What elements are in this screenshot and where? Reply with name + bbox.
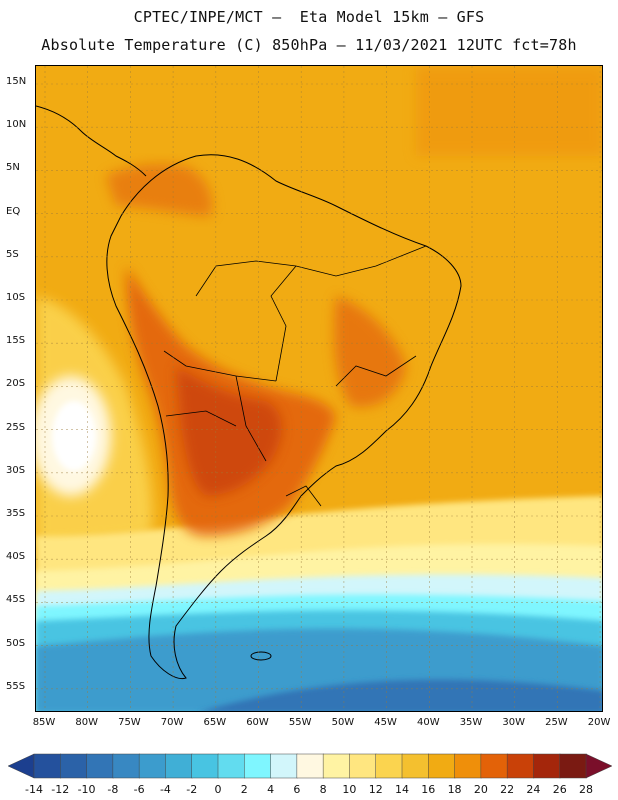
lat-label: 5N <box>6 162 20 174</box>
colorbar-bin <box>165 753 193 779</box>
colorbar-bin <box>533 753 561 779</box>
lon-label: 50W <box>331 717 355 728</box>
colorbar-tick-label: 22 <box>500 783 515 796</box>
temperature-map <box>35 65 603 712</box>
colorbar-tick-label: 6 <box>293 783 301 796</box>
continent-outline <box>106 154 462 680</box>
lon-label: 25W <box>545 717 568 728</box>
colorbar-tick-label: -8 <box>107 783 119 796</box>
colorbar-bin <box>480 753 508 779</box>
colorbar-tick-label: -2 <box>186 783 198 796</box>
lon-label: 80W <box>75 717 98 728</box>
lat-label: 25S <box>6 421 26 433</box>
colorbar-bin <box>322 753 351 779</box>
lon-label: 55W <box>288 717 312 728</box>
colorbar-arrow-low <box>8 753 35 779</box>
colorbar-bin <box>375 753 403 779</box>
colorbar-tick-label: 4 <box>267 783 275 796</box>
lon-label: 85W <box>32 717 56 728</box>
lat-label: EQ <box>6 205 21 217</box>
lat-label: 40S <box>6 551 26 563</box>
lat-label: 45S <box>6 594 26 606</box>
colorbar-tick-label: -6 <box>133 783 145 796</box>
lat-label: 10N <box>6 119 27 131</box>
lat-label: 5S <box>6 248 19 260</box>
colorbar-bin <box>86 753 114 779</box>
lat-label: 35S <box>6 508 26 519</box>
colorbar-arrow-high <box>585 753 612 779</box>
colorbar-bin <box>217 753 246 779</box>
colorbar-tick-label: 24 <box>526 783 541 796</box>
colorbar-bin <box>349 753 377 779</box>
lat-label: 55S <box>6 680 26 692</box>
colorbar-bin <box>33 753 62 779</box>
colorbar-tick-label: 18 <box>447 783 462 796</box>
falklands-island <box>250 651 272 661</box>
central-america-outline <box>36 105 147 177</box>
lon-label: 70W <box>160 717 184 728</box>
colorbar-tick-label: -14 <box>25 783 43 796</box>
lon-label: 35W <box>459 717 483 728</box>
colorbar-bin <box>244 753 272 779</box>
colorbar-bin <box>270 753 298 779</box>
colorbar-bin <box>296 753 324 779</box>
colorbar-bin <box>112 753 140 779</box>
colorbar-bin <box>138 753 167 779</box>
colorbar-tick-label: 16 <box>421 783 436 796</box>
lat-label: 50S <box>6 637 26 649</box>
colorbar-tick-label: 0 <box>214 783 222 796</box>
colorbar-tick-label: 20 <box>473 783 488 796</box>
colorbar-tick-label: 14 <box>395 783 409 796</box>
lat-label: 10S <box>6 292 26 303</box>
colorbar-tick-label: 10 <box>342 783 357 796</box>
colorbar-tick-label: -10 <box>77 783 96 796</box>
chart-subtitle: Absolute Temperature (C) 850hPa – 11/03/… <box>41 36 577 54</box>
colorbar-tick-label: -4 <box>159 783 171 796</box>
colorbar-bin <box>559 753 587 779</box>
lon-label: 75W <box>118 717 141 728</box>
colorbar-tick-label: 28 <box>579 783 593 796</box>
colorbar-tick-label: 2 <box>240 783 248 796</box>
lat-label: 15N <box>6 76 27 87</box>
lon-label: 65W <box>203 717 227 728</box>
lat-label: 15S <box>6 335 26 347</box>
colorbar-bin <box>191 753 219 779</box>
lon-label: 60W <box>246 717 269 728</box>
colorbar-bin <box>454 753 482 779</box>
colorbar-tick-label: 8 <box>319 783 327 796</box>
map-canvas <box>36 66 602 711</box>
colorbar-bin <box>428 753 456 779</box>
colorbar-tick-label: 12 <box>368 783 383 796</box>
lon-label: 45W <box>374 717 397 728</box>
colorbar-bin <box>60 753 88 779</box>
lon-label: 20W <box>587 717 611 728</box>
lat-label: 20S <box>6 378 26 390</box>
colorbar <box>8 753 612 779</box>
chart-title: CPTEC/INPE/MCT – Eta Model 15km – GFS <box>133 8 485 26</box>
colorbar-bin <box>401 753 430 779</box>
lon-label: 30W <box>502 717 525 728</box>
lat-label: 30S <box>6 464 26 476</box>
colorbar-bin <box>506 753 535 779</box>
colorbar-tick-label: 26 <box>552 783 567 796</box>
colorbar-tick-label: -12 <box>51 783 70 796</box>
lon-label: 40W <box>416 717 440 728</box>
